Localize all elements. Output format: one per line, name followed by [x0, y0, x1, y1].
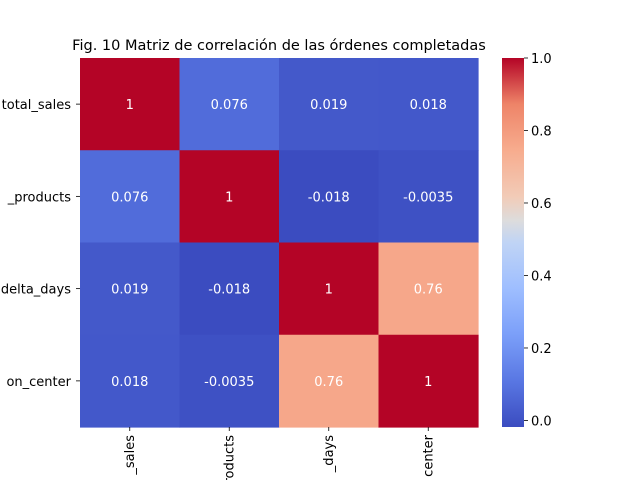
heatmap-cell — [80, 242, 181, 336]
heatmap-cell — [279, 58, 380, 151]
colorbar-ticks: 0.0 0.2 0.4 0.6 0.8 1.0 — [524, 52, 552, 429]
heatmap-cell — [80, 58, 181, 151]
heatmap-cell — [378, 242, 479, 336]
cell-value-label: 0.076 — [111, 190, 148, 205]
heatmap-cell — [279, 150, 380, 244]
heatmap-cell — [179, 150, 280, 244]
cell-value-label: 0.76 — [314, 375, 343, 390]
heatmap-cells — [80, 58, 479, 428]
heatmap-cell — [179, 334, 280, 428]
column-tick-label: _sales — [123, 435, 138, 476]
column-tick-label: center — [421, 434, 436, 476]
column-tick-labels: _sales products _days center — [123, 427, 436, 480]
cell-value-label: 0.76 — [414, 283, 443, 298]
row-tick-label: _products — [7, 190, 72, 205]
cell-value-label: 1 — [424, 375, 432, 390]
row-tick-label: delta_days — [1, 283, 71, 298]
heatmap-cell — [378, 58, 479, 151]
cell-value-label: -0.018 — [308, 190, 350, 205]
cell-value-label: -0.018 — [208, 283, 250, 298]
heatmap-cell — [378, 150, 479, 244]
row-tick-label: total_sales — [2, 98, 72, 113]
heatmap-cell — [279, 334, 380, 428]
row-tick-labels: total_sales _products delta_days on_center — [1, 98, 80, 390]
heatmap-cell-labels: 1 0.076 0.019 0.018 0.076 1 -0.018 -0.0035 0.019… — [111, 98, 453, 390]
cell-value-label: 0.076 — [211, 98, 248, 113]
cell-value-label: -0.0035 — [403, 190, 453, 205]
cell-value-label: 1 — [126, 98, 134, 113]
cell-value-label: 0.019 — [111, 283, 148, 298]
row-tick-label: on_center — [6, 375, 71, 390]
cell-value-label: 1 — [225, 190, 233, 205]
colorbar — [502, 58, 524, 427]
cell-value-label: 0.018 — [111, 375, 148, 390]
colorbar-tick-label: 0.4 — [531, 269, 552, 284]
chart-title: Fig. 10 Matriz de correlación de las órd… — [72, 38, 486, 54]
colorbar-tick-label: 0.0 — [531, 414, 552, 429]
cell-value-label: 0.018 — [410, 98, 447, 113]
cell-value-label: 1 — [325, 283, 333, 298]
cell-value-label: 0.019 — [310, 98, 347, 113]
heatmap-cell — [179, 242, 280, 336]
column-tick-label: products — [222, 435, 237, 480]
heatmap-cell — [279, 242, 380, 336]
heatmap-cell — [179, 58, 280, 151]
heatmap-cell — [80, 334, 181, 428]
heatmap-cell — [80, 150, 181, 244]
colorbar-tick-label: 1.0 — [531, 52, 552, 67]
heatmap-cell — [378, 334, 479, 428]
column-tick-label: _days — [322, 435, 337, 473]
cell-value-label: -0.0035 — [204, 375, 254, 390]
colorbar-tick-label: 0.6 — [531, 197, 552, 212]
colorbar-tick-label: 0.2 — [531, 342, 552, 357]
colorbar-tick-label: 0.8 — [531, 124, 552, 139]
